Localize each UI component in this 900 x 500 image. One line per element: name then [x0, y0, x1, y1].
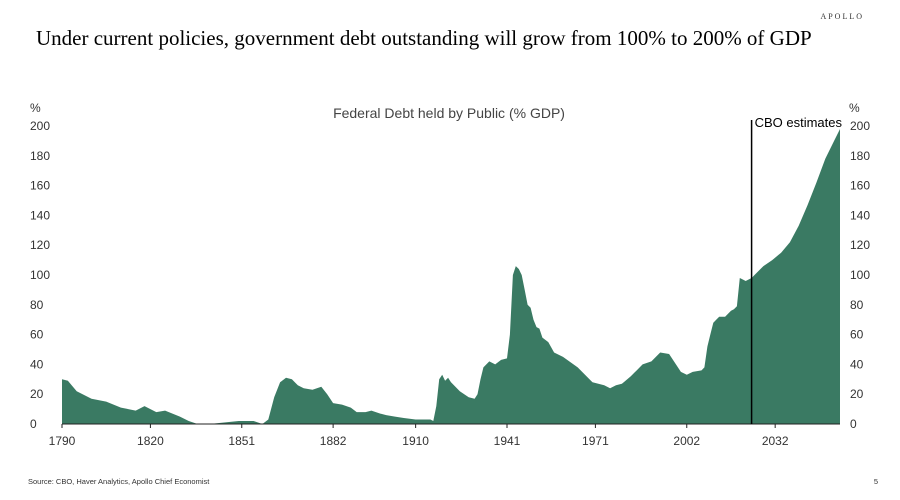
right-y-tick-label: 80	[850, 298, 864, 312]
x-tick-label: 2002	[673, 434, 700, 448]
x-axis: 1790 1820 1851 1882 1910 1941 1971 2002 2032	[49, 424, 789, 448]
page-number: 5	[873, 477, 878, 486]
right-y-tick-label: 20	[850, 387, 864, 401]
debt-area	[62, 129, 840, 424]
debt-chart: Federal Debt held by Public (% GDP) % % …	[30, 101, 870, 448]
cbo-estimates-label: CBO estimates	[755, 115, 843, 130]
right-y-tick-label: 180	[850, 149, 870, 163]
left-y-tick-label: 20	[30, 387, 44, 401]
right-y-tick-label: 120	[850, 238, 870, 252]
x-tick-label: 1971	[582, 434, 609, 448]
brand-logo: APOLLO	[820, 12, 864, 21]
left-y-tick-label: 160	[30, 179, 50, 193]
x-tick-label: 1790	[49, 434, 76, 448]
right-y-tick-label: 200	[850, 119, 870, 133]
left-y-tick-label: 100	[30, 268, 50, 282]
left-y-tick-label: 80	[30, 298, 44, 312]
x-tick-label: 1851	[228, 434, 255, 448]
left-axis-unit: %	[30, 101, 41, 115]
right-y-tick-label: 0	[850, 417, 857, 431]
left-y-tick-label: 40	[30, 357, 44, 371]
page-title: Under current policies, government debt …	[36, 26, 812, 50]
right-y-tick-label: 100	[850, 268, 870, 282]
left-axis: 0 20 40 60 80 100 120 140 160 180 200	[30, 119, 50, 431]
left-y-tick-label: 60	[30, 328, 44, 342]
left-y-tick-label: 200	[30, 119, 50, 133]
right-y-tick-label: 60	[850, 328, 864, 342]
x-tick-label: 1941	[494, 434, 521, 448]
left-y-tick-label: 180	[30, 149, 50, 163]
left-y-tick-label: 120	[30, 238, 50, 252]
right-y-tick-label: 140	[850, 208, 870, 222]
x-tick-label: 1820	[137, 434, 164, 448]
x-tick-label: 1882	[320, 434, 347, 448]
right-axis: 0 20 40 60 80 100 120 140 160 180 200	[850, 119, 870, 431]
right-y-tick-label: 40	[850, 357, 864, 371]
right-axis-unit: %	[849, 101, 860, 115]
left-y-tick-label: 140	[30, 208, 50, 222]
left-y-tick-label: 0	[30, 417, 37, 431]
right-y-tick-label: 160	[850, 179, 870, 193]
source-note: Source: CBO, Haver Analytics, Apollo Chi…	[28, 477, 210, 486]
x-tick-label: 2032	[762, 434, 789, 448]
chart-title: Federal Debt held by Public (% GDP)	[333, 105, 565, 121]
x-tick-label: 1910	[402, 434, 429, 448]
